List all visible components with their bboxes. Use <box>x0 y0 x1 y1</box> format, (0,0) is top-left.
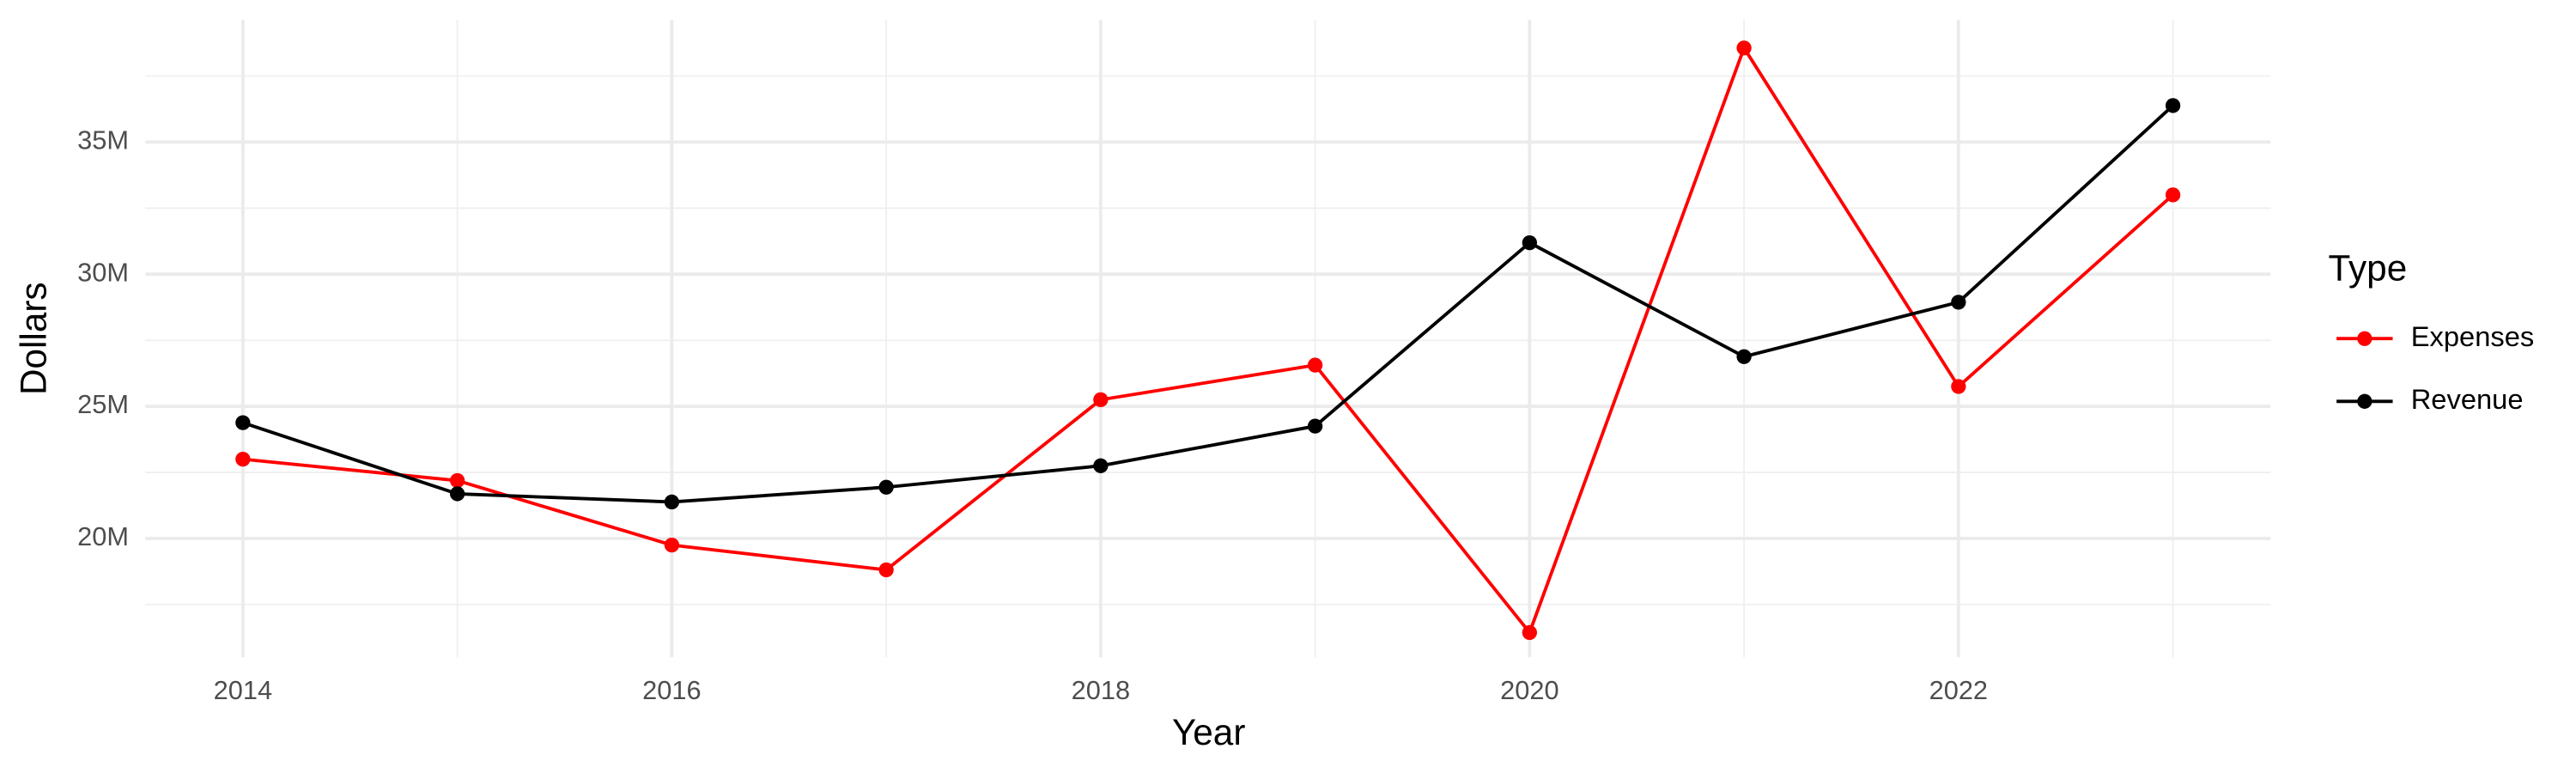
data-point <box>1307 418 1323 434</box>
data-point <box>1307 357 1323 373</box>
series-line <box>242 44 2174 636</box>
y-tick-label: 30M <box>77 257 129 287</box>
data-point <box>449 472 465 489</box>
legend-label: Expenses <box>2411 320 2535 352</box>
y-axis-title: Dollars <box>13 282 53 395</box>
data-point <box>2165 98 2181 113</box>
data-point <box>2165 187 2181 203</box>
data-point <box>1736 349 1752 364</box>
series-line <box>242 104 2174 504</box>
data-point <box>878 562 894 578</box>
data-point <box>664 494 680 510</box>
data-point <box>1093 392 1109 408</box>
x-tick-label: 2014 <box>214 675 272 705</box>
data-point <box>1736 40 1752 56</box>
y-tick-label: 20M <box>77 521 129 551</box>
x-tick-label: 2018 <box>1072 675 1130 705</box>
y-tick-label: 35M <box>77 125 129 155</box>
x-tick-label: 2016 <box>642 675 701 705</box>
data-point <box>878 479 894 495</box>
data-point <box>449 486 465 502</box>
legend-key-point <box>2357 331 2372 346</box>
data-point <box>1951 295 1966 310</box>
data-point <box>1522 624 1538 641</box>
x-tick-label: 2020 <box>1500 675 1558 705</box>
data-point <box>235 415 251 430</box>
x-axis-title: Year <box>1172 712 1245 752</box>
data-point <box>664 537 680 553</box>
data-point <box>1951 379 1966 394</box>
data-point <box>1093 458 1109 473</box>
data-point <box>235 451 251 467</box>
y-tick-label: 25M <box>77 389 129 419</box>
legend-label: Revenue <box>2411 383 2524 415</box>
legend-key-point <box>2357 393 2372 409</box>
data-point <box>1522 234 1538 251</box>
legend-title: Type <box>2329 248 2408 289</box>
x-tick-label: 2022 <box>1929 675 1988 705</box>
